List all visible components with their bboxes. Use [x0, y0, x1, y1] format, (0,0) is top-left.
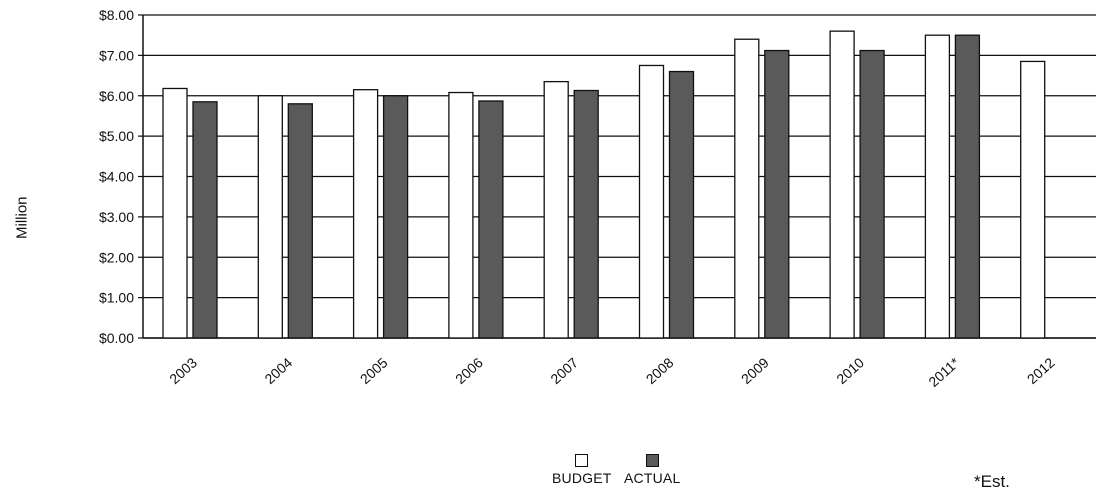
bar-budget [543, 80, 569, 339]
y-tick-label: $0.00 [99, 330, 134, 346]
y-tick-label: $7.00 [99, 47, 134, 63]
bar-budget [162, 87, 188, 339]
x-tick-label: 2004 [261, 354, 295, 387]
bar-budget [448, 91, 474, 339]
bar-actual [287, 103, 313, 339]
x-tick-label: 2010 [833, 354, 867, 387]
x-tick-label: 2006 [452, 354, 486, 387]
y-tick-label: $1.00 [99, 290, 134, 306]
footnote: *Est. [974, 472, 1010, 491]
bar-budget [829, 30, 855, 339]
bar-budget [352, 89, 379, 339]
legend: BUDGET ACTUAL [552, 454, 712, 494]
bar-actual [192, 101, 218, 339]
x-tick-label: 2011* [925, 354, 963, 390]
bar-actual [573, 89, 599, 339]
bar-budget [1020, 60, 1046, 339]
bar-actual [382, 95, 409, 339]
legend-item-actual: ACTUAL [624, 454, 680, 486]
x-tick-label: 2005 [357, 354, 391, 387]
y-tick-label: $6.00 [99, 88, 134, 104]
bar-actual [668, 70, 695, 339]
y-axis-label: Million [13, 196, 31, 240]
y-tick-label: $8.00 [99, 7, 134, 23]
bar-budget [638, 64, 665, 339]
legend-swatch-actual [645, 454, 659, 467]
x-tick-label: 2003 [166, 354, 200, 387]
x-tick-label: 2009 [738, 354, 772, 387]
y-tick-label: $2.00 [99, 249, 134, 265]
x-tick-label: 2008 [643, 354, 677, 387]
y-tick-label: $5.00 [99, 128, 134, 144]
x-tick-label: 2007 [547, 354, 581, 387]
y-tick-label: $4.00 [99, 169, 134, 185]
bar-budget [924, 34, 951, 339]
bar-budget [257, 95, 283, 339]
legend-label-budget: BUDGET [552, 470, 612, 486]
legend-swatch-budget [575, 454, 589, 467]
bar-actual [478, 100, 504, 339]
legend-label-actual: ACTUAL [624, 470, 681, 486]
x-tick-label: 2012 [1024, 354, 1058, 387]
bar-actual [764, 49, 790, 339]
legend-item-budget: BUDGET [552, 454, 612, 486]
y-tick-label: $3.00 [99, 209, 134, 225]
bar-budget [734, 38, 760, 339]
bar-actual [859, 49, 885, 339]
bar-actual [954, 34, 981, 339]
